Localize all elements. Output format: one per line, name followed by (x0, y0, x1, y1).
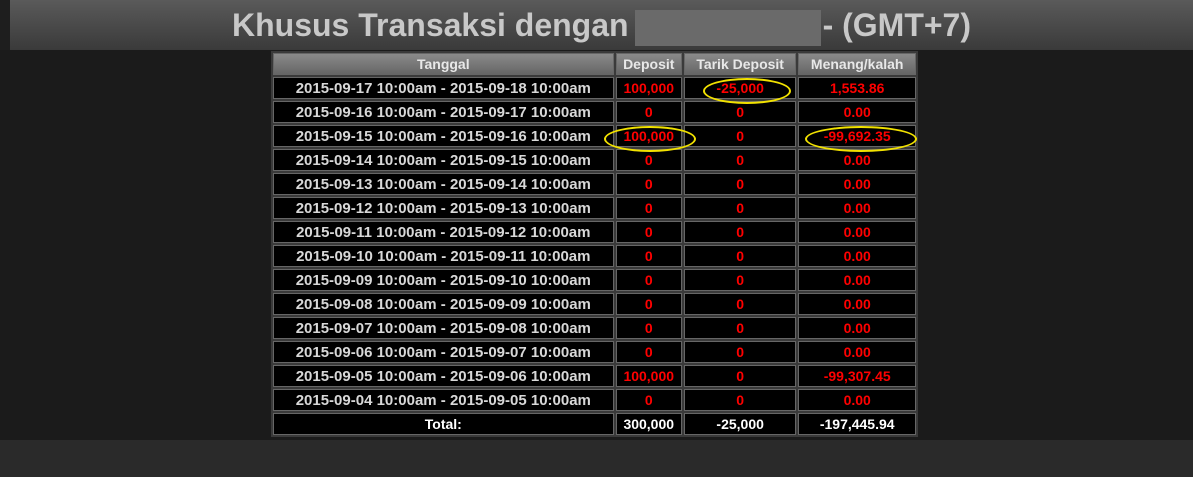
title-start: Khusus Transaksi dengan (232, 7, 629, 43)
amount-cell: 0 (683, 101, 797, 123)
amount-cell: -99,307.45 (798, 365, 916, 387)
total-cell: -25,000 (683, 413, 797, 435)
amount-cell: 0.00 (798, 245, 916, 267)
date-cell: 2015-09-11 10:00am - 2015-09-12 10:00am (273, 221, 614, 243)
highlight (805, 126, 917, 152)
amount-cell: 0 (683, 317, 797, 339)
total-cell: -197,445.94 (798, 413, 916, 435)
amount-cell: 0 (683, 149, 797, 171)
amount-cell: 0.00 (798, 101, 916, 123)
amount-cell: 0 (683, 221, 797, 243)
corner (0, 0, 10, 50)
total-label: Total: (273, 413, 614, 435)
date-cell: 2015-09-05 10:00am - 2015-09-06 10:00am (273, 365, 614, 387)
amount-cell: 0 (615, 389, 682, 411)
amount-cell: 0 (683, 389, 797, 411)
header-row: Tanggal Deposit Tarik Deposit Menang/kalah (273, 53, 916, 75)
highlight (703, 78, 791, 104)
highlight (604, 126, 696, 152)
amount-cell: 0 (615, 173, 682, 195)
amount-cell: 0 (683, 293, 797, 315)
table-row: 2015-09-12 10:00am - 2015-09-13 10:00am 0… (273, 197, 916, 219)
date-cell: 2015-09-06 10:00am - 2015-09-07 10:00am (273, 341, 614, 363)
column-header: Tarik Deposit (683, 53, 797, 75)
amount-cell: 0.00 (798, 317, 916, 339)
amount-cell: 0.00 (798, 293, 916, 315)
date-cell: 2015-09-13 10:00am - 2015-09-14 10:00am (273, 173, 614, 195)
amount-cell: 0.00 (798, 221, 916, 243)
table-row: 2015-09-14 10:00am - 2015-09-15 10:00am 0… (273, 149, 916, 171)
table-row: 2015-09-10 10:00am - 2015-09-11 10:00am 0… (273, 245, 916, 267)
table-row: 2015-09-04 10:00am - 2015-09-05 10:00am 0… (273, 389, 916, 411)
amount-cell: 100,000 (615, 365, 682, 387)
table-row: 2015-09-11 10:00am - 2015-09-12 10:00am 0… (273, 221, 916, 243)
table-row: 2015-09-17 10:00am - 2015-09-18 10:00am 1… (273, 77, 916, 99)
total-row: Total: 300,000 -25,000 -197,445.94 (273, 413, 916, 435)
amount-cell: 0 (683, 197, 797, 219)
amount-cell: 0 (615, 269, 682, 291)
total-cell: 300,000 (615, 413, 682, 435)
amount-cell: 0.00 (798, 389, 916, 411)
column-header: Deposit (615, 53, 682, 75)
date-cell: 2015-09-15 10:00am - 2015-09-16 10:00am (273, 125, 614, 147)
transactions-table: Tanggal Deposit Tarik Deposit Menang/kalah … (271, 51, 918, 437)
date-cell: 2015-09-09 10:00am - 2015-09-10 10:00am (273, 269, 614, 291)
title-bar: Khusus Transaksi dengan - (GMT+7) (10, 0, 1193, 50)
column-header: Menang/kalah (798, 53, 916, 75)
amount-cell: 1,553.86 (798, 77, 916, 99)
amount-cell: 0 (615, 101, 682, 123)
amount-cell: 0 (615, 221, 682, 243)
amount-cell: 0 (683, 125, 797, 147)
amount-cell: 0.00 (798, 197, 916, 219)
amount-cell: 0 (683, 365, 797, 387)
date-cell: 2015-09-10 10:00am - 2015-09-11 10:00am (273, 245, 614, 267)
amount-cell: 0 (683, 269, 797, 291)
amount-cell: 0 (683, 245, 797, 267)
date-cell: 2015-09-08 10:00am - 2015-09-09 10:00am (273, 293, 614, 315)
table-row: 2015-09-05 10:00am - 2015-09-06 10:00am 1… (273, 365, 916, 387)
amount-cell: 0 (683, 173, 797, 195)
amount-cell: 0 (615, 197, 682, 219)
amount-cell: 0 (615, 293, 682, 315)
amount-cell: 0.00 (798, 341, 916, 363)
date-cell: 2015-09-17 10:00am - 2015-09-18 10:00am (273, 77, 614, 99)
table-row: 2015-09-06 10:00am - 2015-09-07 10:00am 0… (273, 341, 916, 363)
amount-cell: 0.00 (798, 149, 916, 171)
amount-cell: 0 (683, 341, 797, 363)
date-cell: 2015-09-16 10:00am - 2015-09-17 10:00am (273, 101, 614, 123)
table-row: 2015-09-13 10:00am - 2015-09-14 10:00am 0… (273, 173, 916, 195)
date-cell: 2015-09-07 10:00am - 2015-09-08 10:00am (273, 317, 614, 339)
table-row: 2015-09-09 10:00am - 2015-09-10 10:00am 0… (273, 269, 916, 291)
amount-cell: 0.00 (798, 269, 916, 291)
date-cell: 2015-09-14 10:00am - 2015-09-15 10:00am (273, 149, 614, 171)
amount-cell: 0 (615, 149, 682, 171)
date-cell: 2015-09-04 10:00am - 2015-09-05 10:00am (273, 389, 614, 411)
amount-cell: 0 (615, 317, 682, 339)
redaction (634, 9, 821, 46)
amount-cell: 0 (615, 341, 682, 363)
table-row: 2015-09-07 10:00am - 2015-09-08 10:00am 0… (273, 317, 916, 339)
table-row: 2015-09-16 10:00am - 2015-09-17 10:00am 0… (273, 101, 916, 123)
amount-cell: 0.00 (798, 173, 916, 195)
column-header: Tanggal (273, 53, 614, 75)
title-end: - (GMT+7) (822, 7, 971, 43)
table-row: 2015-09-08 10:00am - 2015-09-09 10:00am 0… (273, 293, 916, 315)
amount-cell: 0 (615, 245, 682, 267)
date-cell: 2015-09-12 10:00am - 2015-09-13 10:00am (273, 197, 614, 219)
amount-cell: 100,000 (615, 77, 682, 99)
